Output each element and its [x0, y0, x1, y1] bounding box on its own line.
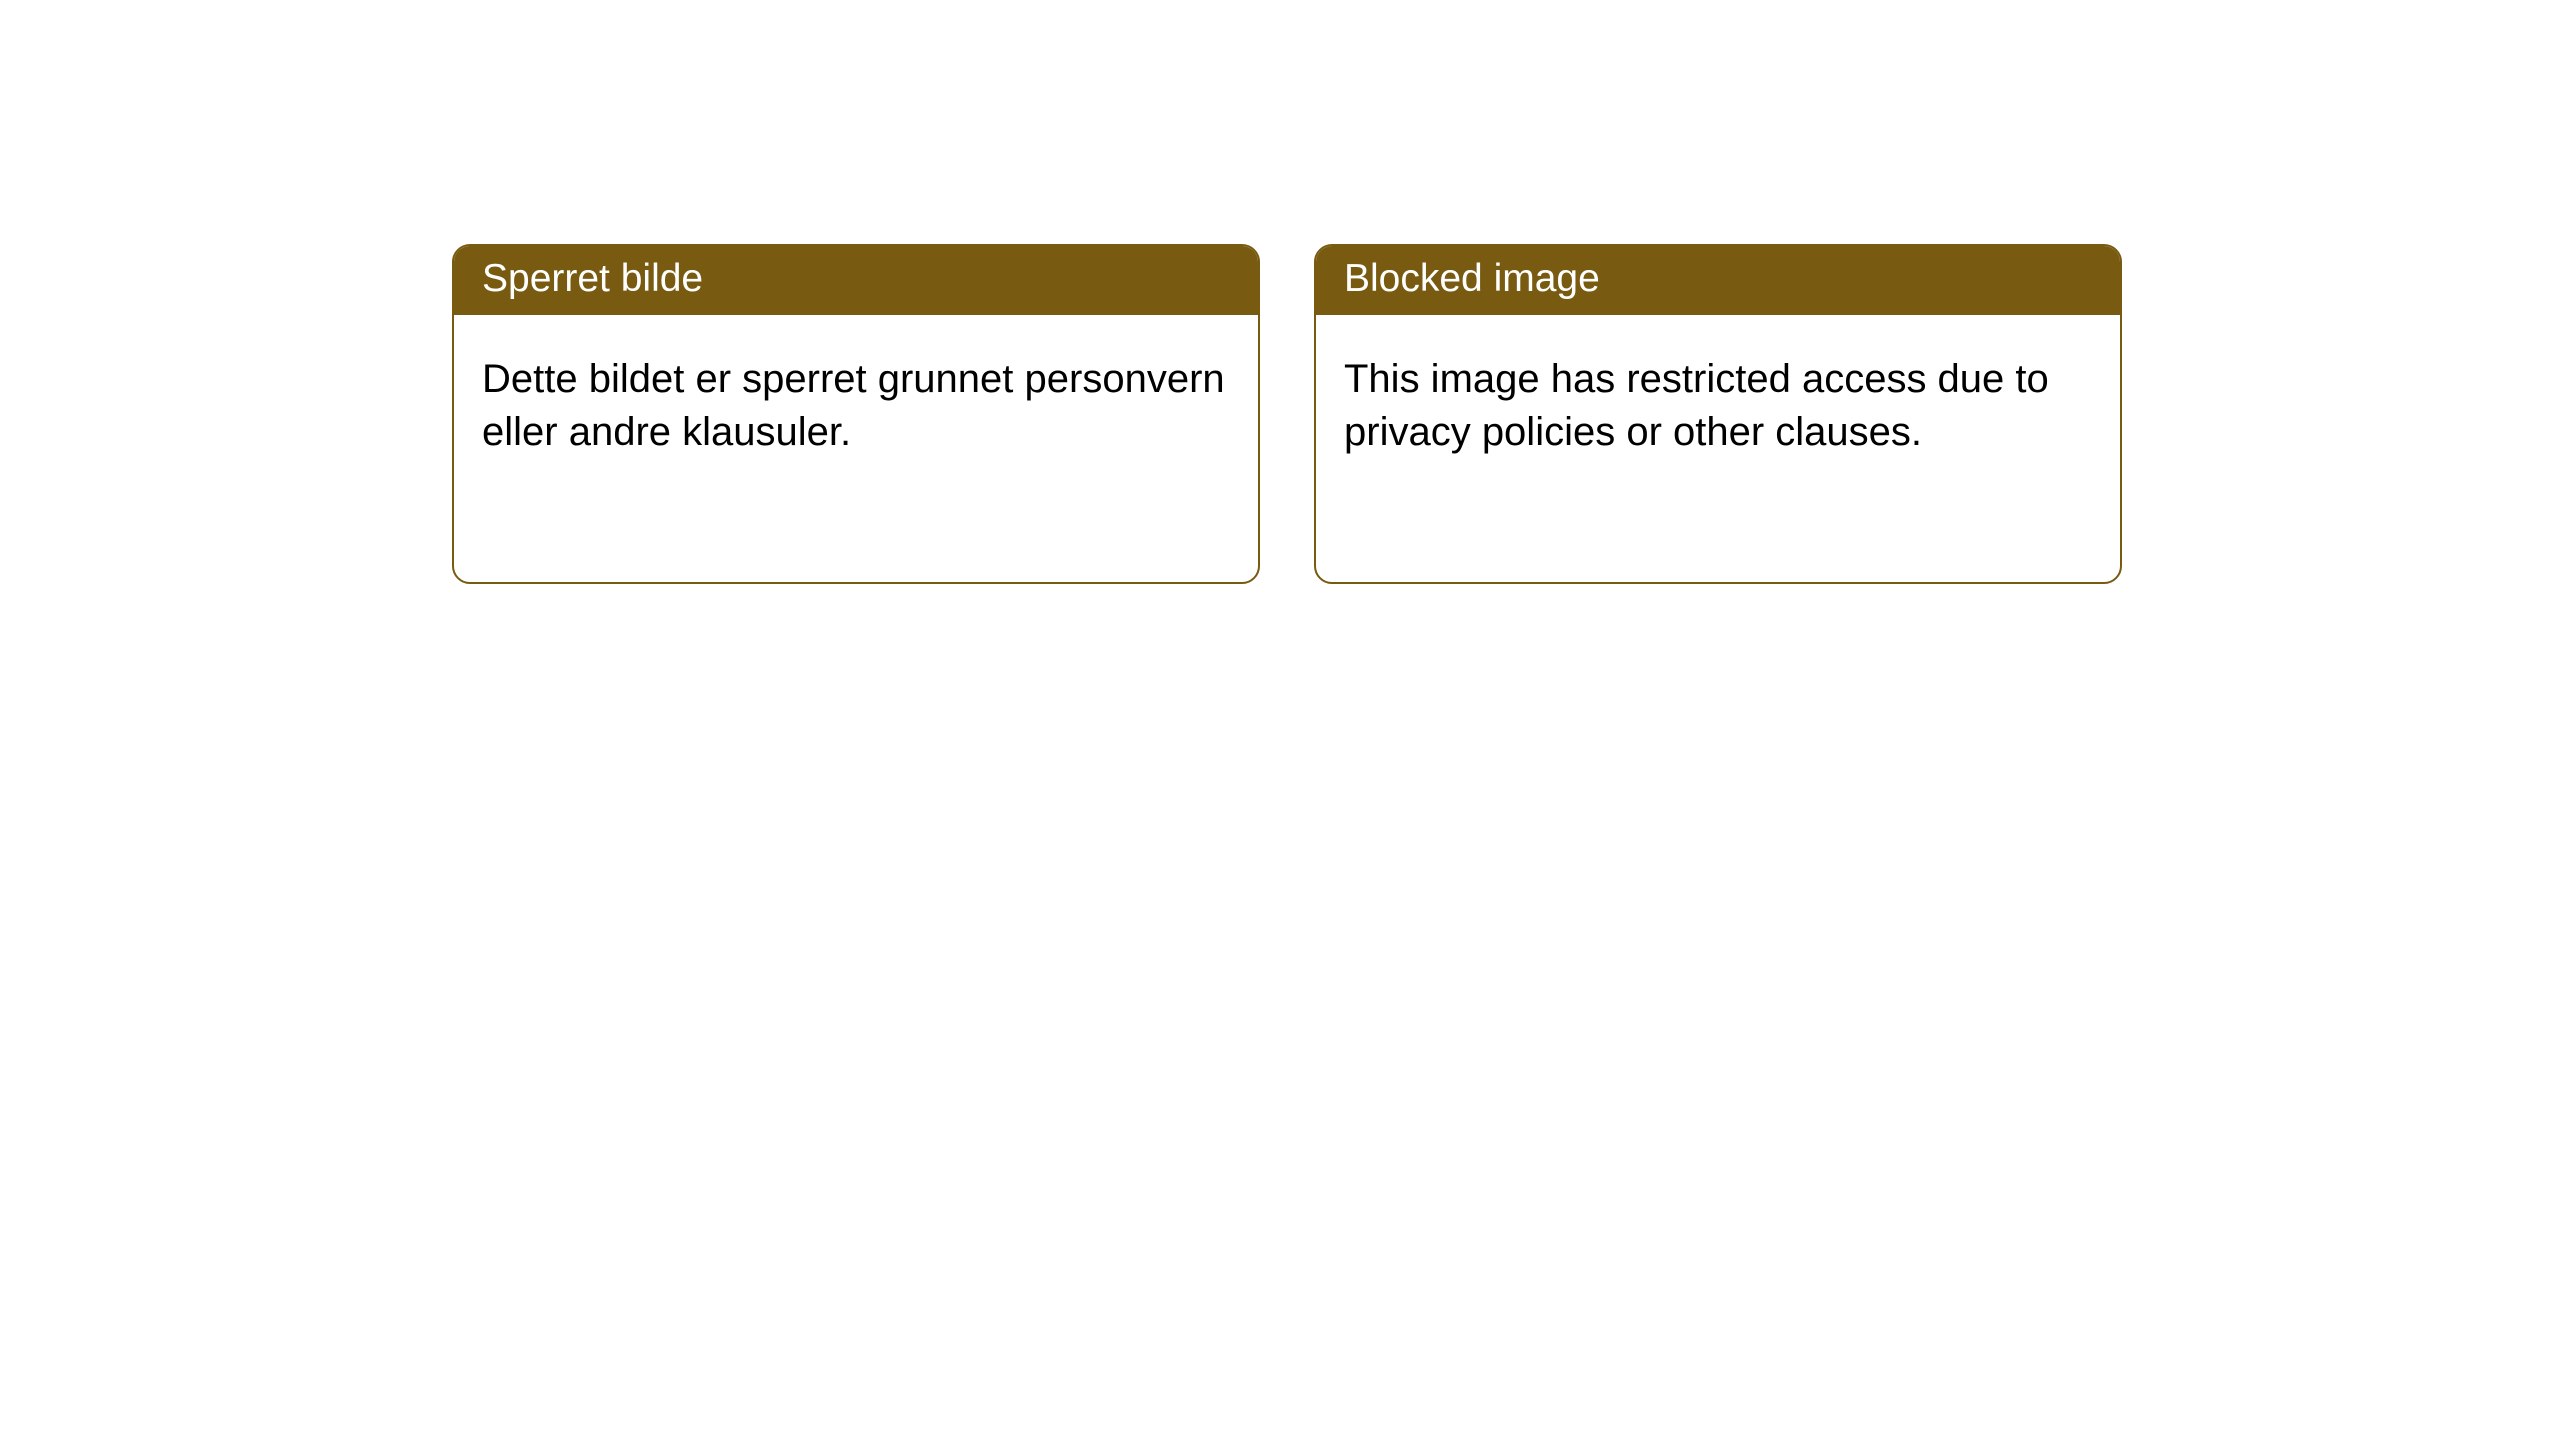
notice-header: Blocked image — [1316, 246, 2120, 315]
notice-body: Dette bildet er sperret grunnet personve… — [454, 315, 1258, 497]
notice-card-norwegian: Sperret bilde Dette bildet er sperret gr… — [452, 244, 1260, 584]
notice-card-english: Blocked image This image has restricted … — [1314, 244, 2122, 584]
notice-body: This image has restricted access due to … — [1316, 315, 2120, 497]
notice-header: Sperret bilde — [454, 246, 1258, 315]
notice-cards-container: Sperret bilde Dette bildet er sperret gr… — [452, 244, 2122, 584]
